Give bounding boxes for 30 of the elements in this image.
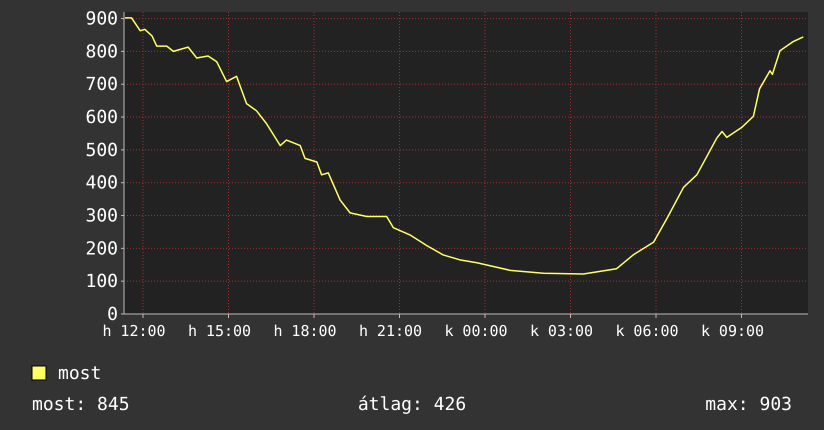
y-tick-label: 600 [85,107,118,128]
text: h [188,322,198,340]
text: k [530,322,540,340]
x-tick-label: 15:00 [206,322,252,340]
y-tick-label: 400 [85,172,118,194]
y-tick-label: 700 [85,74,118,96]
x-tick-label: 21:00 [376,322,422,340]
y-tick-label: 100 [85,271,118,292]
x-tick-label: 03:00 [548,322,594,340]
text: h [274,322,283,340]
text: max: 903 [705,394,792,415]
text: átlag: 426 [358,394,466,415]
y-tick-label: 200 [85,238,118,260]
legend-label: most [58,363,102,384]
text: most: 845 [32,394,130,415]
y-tick-label: 500 [85,140,118,161]
text: h [102,322,112,340]
x-tick-label: 09:00 [718,322,764,340]
text: k [701,322,710,340]
y-tick-label: 900 [85,8,118,30]
x-tick-label: 12:00 [120,322,166,340]
x-tick-label: 18:00 [291,322,337,340]
y-tick-label: 300 [85,206,118,227]
y-tick-label: 800 [85,41,118,62]
text: h [359,322,368,340]
text: k [616,322,625,340]
y-tick-label: 0 [107,304,118,325]
text: k [444,322,454,340]
x-tick-label: 00:00 [462,322,508,340]
x-tick-label: 06:00 [633,322,679,340]
